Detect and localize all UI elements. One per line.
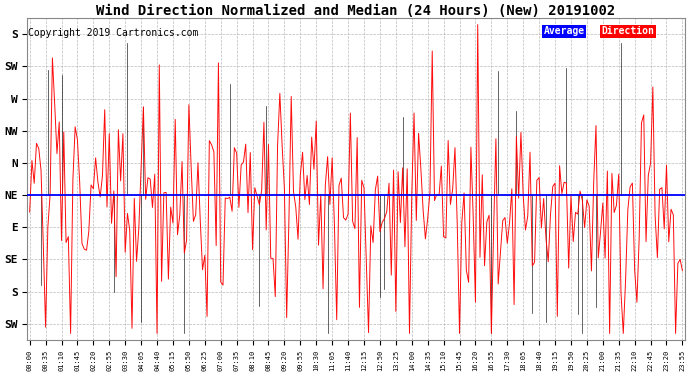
Text: Direction: Direction: [601, 26, 654, 36]
Text: Copyright 2019 Cartronics.com: Copyright 2019 Cartronics.com: [28, 28, 199, 38]
Text: Average: Average: [543, 26, 584, 36]
Title: Wind Direction Normalized and Median (24 Hours) (New) 20191002: Wind Direction Normalized and Median (24…: [97, 4, 615, 18]
